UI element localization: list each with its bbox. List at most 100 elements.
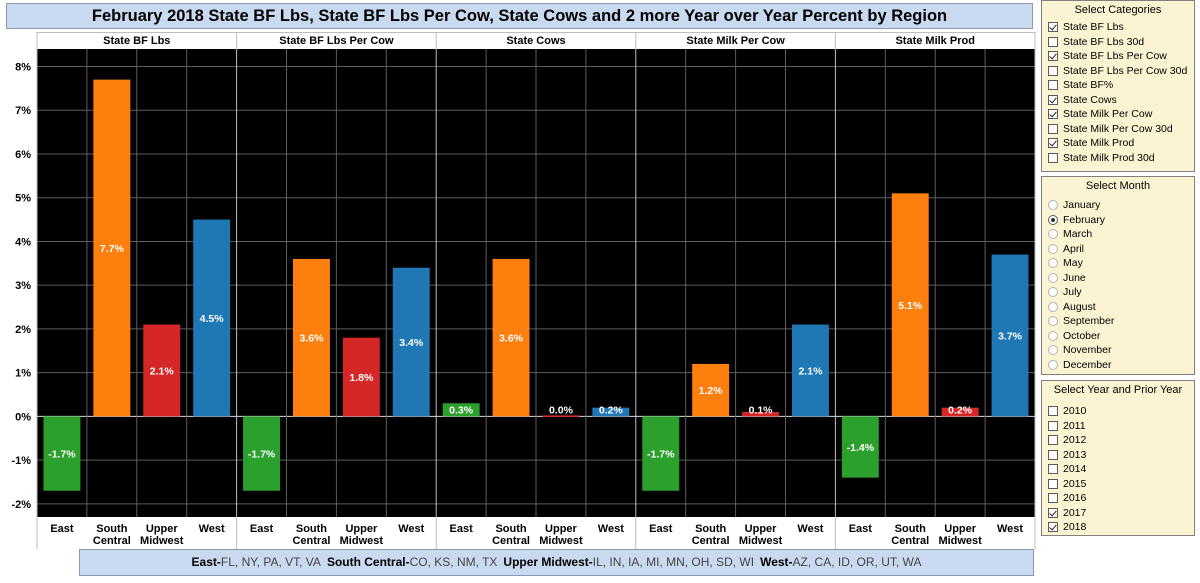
month-option-december[interactable]: December [1042,358,1194,373]
checkbox-checked-icon[interactable] [1048,22,1058,33]
month-option-august[interactable]: August [1042,300,1194,315]
month-option-june[interactable]: June [1042,271,1194,286]
year-option-label: 2012 [1063,434,1087,447]
x-tick-label: Central [692,535,730,547]
category-option-state-milk-per-cow-30d[interactable]: State Milk Per Cow 30d [1042,122,1194,137]
category-option-state-bf-lbs-30d[interactable]: State BF Lbs 30d [1042,35,1194,50]
checkbox-checked-icon[interactable] [1048,507,1058,518]
category-option-state-bf-lbs-per-cow[interactable]: State BF Lbs Per Cow [1042,49,1194,64]
x-tick-label: East [250,523,274,535]
month-option-label: October [1063,329,1101,342]
radio-unselected-icon[interactable] [1048,301,1058,312]
x-tick-label: Central [492,535,530,547]
year-option-label: 2015 [1063,477,1087,490]
checkbox-unchecked-icon[interactable] [1048,478,1058,489]
radio-unselected-icon[interactable] [1048,229,1058,240]
bar-south-central [492,258,530,417]
select-year-title: Select Year and Prior Year [1053,384,1183,396]
checkbox-unchecked-icon[interactable] [1048,152,1058,163]
checkbox-checked-icon[interactable] [1048,522,1058,533]
month-option-january[interactable]: January [1042,198,1194,213]
radio-unselected-icon[interactable] [1048,272,1058,283]
month-option-april[interactable]: April [1042,242,1194,257]
footer-dash: - [216,555,221,569]
year-option-2015[interactable]: 2015 [1042,477,1194,492]
select-categories-panel: Select Categories State BF Lbs State BF L… [1041,0,1195,172]
radio-unselected-icon[interactable] [1048,359,1058,370]
category-option-state-milk-prod-30d[interactable]: State Milk Prod 30d [1042,151,1194,166]
footer-dash: - [588,555,593,569]
year-option-2012[interactable]: 2012 [1042,433,1194,448]
footer-region-name: West [760,555,789,569]
x-tick-label: East [649,523,673,535]
month-option-february[interactable]: February [1042,213,1194,228]
radio-unselected-icon[interactable] [1048,330,1058,341]
checkbox-unchecked-icon[interactable] [1048,80,1058,91]
x-tick-label: Midwest [340,535,384,547]
chart-area: -2% -1% 0% 1% 2% 3% 4% 5% 6% 7% 8% State BF Lbs -1.7… [0,32,1036,549]
checkbox-checked-icon[interactable] [1048,138,1058,149]
category-option-state-cows[interactable]: State Cows [1042,93,1194,108]
radio-selected-icon[interactable] [1048,214,1058,225]
checkbox-unchecked-icon[interactable] [1048,36,1058,47]
panel-header-band [37,32,1035,49]
year-option-2013[interactable]: 2013 [1042,448,1194,463]
x-tick-label: East [849,523,873,535]
radio-unselected-icon[interactable] [1048,243,1058,254]
month-option-label: July [1063,286,1082,299]
checkbox-checked-icon[interactable] [1048,51,1058,62]
checkbox-unchecked-icon[interactable] [1048,65,1058,76]
category-option-state-bf-lbs-per-cow-30d[interactable]: State BF Lbs Per Cow 30d [1042,64,1194,79]
checkbox-unchecked-icon[interactable] [1048,420,1058,431]
year-option-2017[interactable]: 2017 [1042,506,1194,521]
category-option-state-bf-lbs[interactable]: State BF Lbs [1042,20,1194,35]
year-option-2011[interactable]: 2011 [1042,419,1194,434]
category-option-label: State BF% [1063,79,1114,92]
month-option-november[interactable]: November [1042,343,1194,358]
category-option-state-milk-per-cow[interactable]: State Milk Per Cow [1042,107,1194,122]
select-month-title: Select Month [1085,180,1151,192]
x-tick-label: South [695,523,726,535]
year-option-2010[interactable]: 2010 [1042,404,1194,419]
radio-unselected-icon[interactable] [1048,258,1058,269]
checkbox-unchecked-icon[interactable] [1048,449,1058,460]
month-option-label: August [1063,300,1096,313]
y-tick-label: 2% [15,324,31,336]
category-option-label: State Milk Per Cow 30d [1063,122,1173,135]
month-option-september[interactable]: September [1042,314,1194,329]
panel-title: State BF Lbs [103,35,170,47]
radio-unselected-icon[interactable] [1048,345,1058,356]
checkbox-checked-icon[interactable] [1048,94,1058,105]
checkbox-checked-icon[interactable] [1048,109,1058,120]
month-option-may[interactable]: May [1042,256,1194,271]
radio-unselected-icon[interactable] [1048,287,1058,298]
radio-unselected-icon[interactable] [1048,316,1058,327]
x-tick-label: Central [292,535,330,547]
category-option-label: State BF Lbs 30d [1063,35,1145,48]
checkbox-unchecked-icon[interactable] [1048,435,1058,446]
month-option-october[interactable]: October [1042,329,1194,344]
panel-title: State Cows [506,35,565,47]
x-tick-label: Upper [944,523,977,535]
data-label: 1.8% [349,372,374,384]
month-option-label: December [1063,358,1112,371]
y-tick-label: 7% [15,105,31,117]
checkbox-unchecked-icon[interactable] [1048,406,1058,417]
year-option-2014[interactable]: 2014 [1042,462,1194,477]
x-tick-label: West [797,523,823,535]
bar-east [43,416,81,491]
checkbox-unchecked-icon[interactable] [1048,123,1058,134]
checkbox-unchecked-icon[interactable] [1048,493,1058,504]
checkbox-unchecked-icon[interactable] [1048,464,1058,475]
category-option-state-milk-prod[interactable]: State Milk Prod [1042,136,1194,151]
year-option-2016[interactable]: 2016 [1042,491,1194,506]
x-tick-label: Midwest [739,535,783,547]
category-option-state-bf[interactable]: State BF% [1042,78,1194,93]
month-option-july[interactable]: July [1042,285,1194,300]
category-option-label: State Milk Per Cow [1063,108,1153,121]
bar-south-central [93,79,131,417]
year-option-2018[interactable]: 2018 [1042,520,1194,535]
month-option-march[interactable]: March [1042,227,1194,242]
select-month-panel: Select Month January February March April Ma… [1041,176,1195,375]
radio-unselected-icon[interactable] [1048,200,1058,211]
